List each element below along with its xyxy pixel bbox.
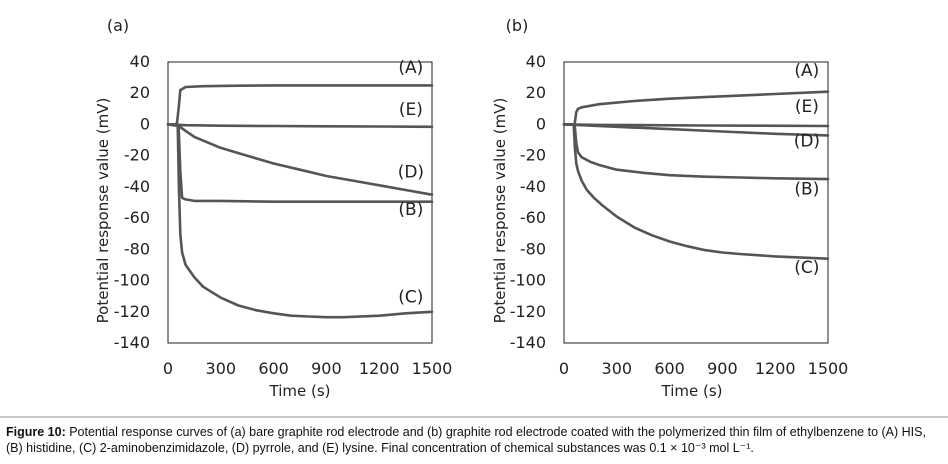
x-tick-label: 1200 (755, 359, 796, 378)
x-tick-label: 300 (602, 359, 633, 378)
curve-label-e: (E) (795, 97, 819, 117)
x-tick-label: 0 (559, 359, 569, 378)
y-tick-label: -20 (520, 146, 546, 165)
plot-frame (563, 61, 829, 344)
series-line-e (166, 123, 434, 129)
x-tick-label: 1200 (359, 359, 400, 378)
y-tick-label: -100 (510, 271, 546, 290)
figure: 40 20 0 -20 -40 -60 -80 -100 -120 -140 0 300 600 900 1… (94, 16, 848, 400)
curve-label-a: (A) (398, 58, 423, 78)
y-tick-label: -40 (520, 177, 546, 196)
y-tick-label: 0 (536, 114, 546, 133)
y-tick-label: 20 (526, 83, 546, 102)
y-tick-label: -120 (510, 302, 546, 321)
y-tick-label: -140 (510, 333, 546, 352)
x-tick-label: 900 (707, 359, 738, 378)
y-tick-label: -140 (114, 333, 150, 352)
y-tick-label: -40 (124, 177, 150, 196)
caption-text: Potential response curves of (a) bare gr… (6, 425, 926, 455)
curve-label-c: (C) (794, 258, 819, 278)
curve-label-b: (B) (794, 180, 819, 200)
curve-label-a: (A) (794, 61, 819, 81)
series-line-a (166, 84, 434, 126)
x-tick-label: 1500 (808, 359, 849, 378)
curve-label-e: (E) (399, 100, 423, 120)
x-tick-label: 600 (258, 359, 289, 378)
curve-label-c: (C) (398, 287, 423, 307)
panel-label: (a) (107, 16, 129, 35)
series-line-b (166, 123, 434, 203)
caption-label: Figure 10: (6, 425, 66, 439)
x-tick-label: 1500 (412, 359, 453, 378)
series-line-d (166, 123, 434, 196)
curve-label-b: (B) (398, 200, 423, 220)
y-tick-label: -100 (114, 271, 150, 290)
y-tick-label: -80 (520, 239, 546, 258)
series-line-c (562, 123, 830, 261)
y-tick-label: 40 (526, 52, 546, 71)
y-axis-label: Potential response value (mV) (94, 98, 112, 324)
y-tick-label: -20 (124, 146, 150, 165)
y-tick-label: -60 (520, 208, 546, 227)
chart-panel-a: 40 20 0 -20 -40 -60 -80 -100 -120 -140 0 300 600 900 1… (94, 16, 452, 400)
x-tick-label: 600 (654, 359, 685, 378)
x-tick-label: 300 (206, 359, 237, 378)
x-axis-label: Time (s) (269, 382, 331, 400)
y-axis-label: Potential response value (mV) (491, 98, 509, 324)
y-tick-label: -60 (124, 208, 150, 227)
y-tick-label: 40 (130, 52, 150, 71)
series-line-a (562, 90, 830, 126)
series-line-b (562, 123, 830, 181)
x-tick-label: 0 (163, 359, 173, 378)
caption-divider (0, 416, 948, 418)
x-axis-label: Time (s) (661, 382, 723, 400)
panel-label: (b) (506, 16, 529, 35)
chart-panel-b: 40 20 0 -20 -40 -60 -80 -100 -120 -140 0 300 600 900 1… (491, 16, 848, 400)
y-tick-label: -80 (124, 239, 150, 258)
y-tick-label: 20 (130, 83, 150, 102)
figure-caption: Figure 10: Potential response curves of … (6, 424, 944, 456)
y-tick-label: -120 (114, 302, 150, 321)
curve-label-d: (D) (398, 163, 424, 183)
series-line-d (562, 123, 830, 137)
curve-label-d: (D) (794, 131, 820, 151)
x-tick-label: 900 (311, 359, 342, 378)
series-line-c (166, 123, 434, 319)
y-tick-label: 0 (140, 114, 150, 133)
